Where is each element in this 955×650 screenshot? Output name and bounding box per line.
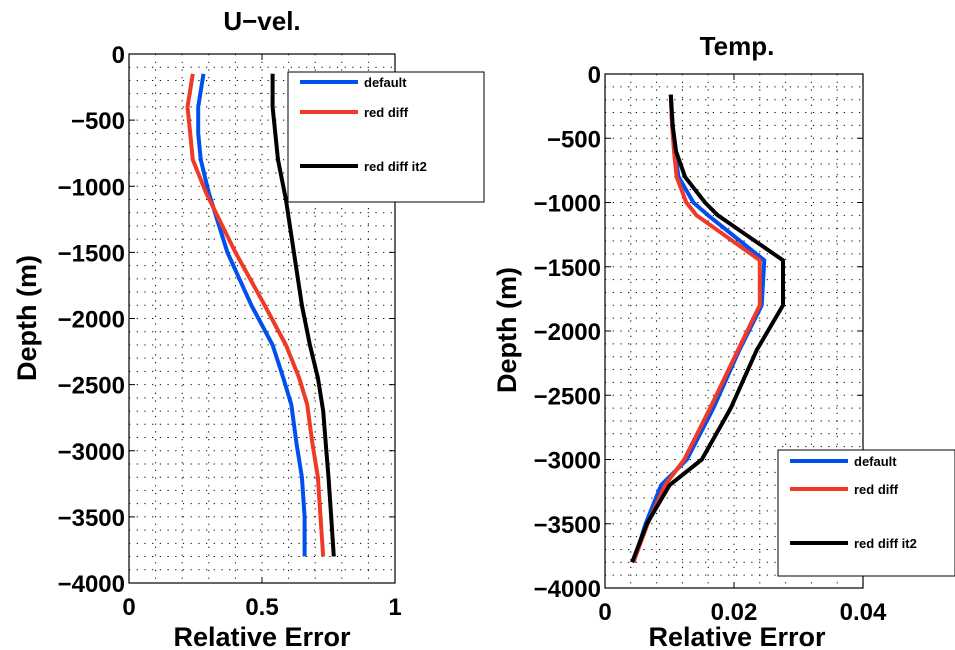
y-tick-label: 0 (588, 62, 601, 89)
x-axis-label: Relative Error (173, 622, 351, 650)
series-line-red-diff (631, 94, 762, 563)
y-tick-label: −3000 (58, 439, 125, 466)
y-tick-label: −4000 (534, 576, 601, 603)
y-tick-label: −500 (71, 108, 125, 135)
y-tick-label: −2000 (58, 307, 125, 334)
y-tick-label: −1500 (534, 255, 601, 282)
legend-box (777, 449, 955, 577)
y-tick-label: 0 (112, 42, 125, 69)
grid (605, 74, 863, 588)
y-tick-label: −3000 (534, 448, 601, 475)
series-line-red-diff-it2 (270, 73, 336, 557)
legend: default red diff red diff it2 (287, 71, 485, 203)
x-tick-label: 1 (388, 594, 401, 621)
y-tick-label: −3500 (58, 505, 125, 532)
legend-label: red diff (364, 105, 409, 120)
y-axis-label: Depth (m) (492, 267, 522, 393)
x-tick-label: 0 (598, 599, 611, 626)
series-line-red-diff (185, 73, 326, 557)
legend-label: red diff it2 (364, 159, 427, 174)
y-axis-label: Depth (m) (12, 255, 42, 381)
series-line-default (196, 73, 307, 557)
y-tick-label: −1000 (534, 191, 601, 218)
legend-label: red diff it2 (854, 536, 917, 551)
series-line-red-diff-it2 (630, 94, 785, 564)
y-tick-label: −2000 (534, 319, 601, 346)
chart-title: Temp. (700, 31, 775, 61)
legend-label: red diff (854, 482, 899, 497)
chart-u-vel: 0 −500 −1000 −1500 −2000 −2500 −3000 −3500 −4000… (12, 6, 485, 650)
x-tick-label: 0.04 (840, 599, 887, 626)
x-tick-label: 0.02 (711, 599, 758, 626)
y-tick-label: −3500 (534, 512, 601, 539)
y-tick-label: −2500 (534, 383, 601, 410)
legend-label: default (364, 75, 407, 90)
legend: default red diff red diff it2 (777, 449, 955, 577)
x-tick-label: 0.5 (245, 594, 278, 621)
y-tick-label: −4000 (58, 571, 125, 598)
series-line-default (631, 94, 767, 563)
y-tick-label: −2500 (58, 373, 125, 400)
legend-box (287, 71, 485, 203)
y-tick-label: −500 (547, 126, 601, 153)
chart-title: U−vel. (223, 6, 300, 36)
x-axis-label: Relative Error (648, 622, 826, 650)
chart-temp: 0 −500 −1000 −1500 −2000 −2500 −3000 −3500 −4000… (492, 31, 955, 650)
y-tick-label: −1500 (58, 240, 125, 267)
y-tick-label: −1000 (58, 174, 125, 201)
legend-label: default (854, 454, 897, 469)
x-tick-label: 0 (122, 594, 135, 621)
